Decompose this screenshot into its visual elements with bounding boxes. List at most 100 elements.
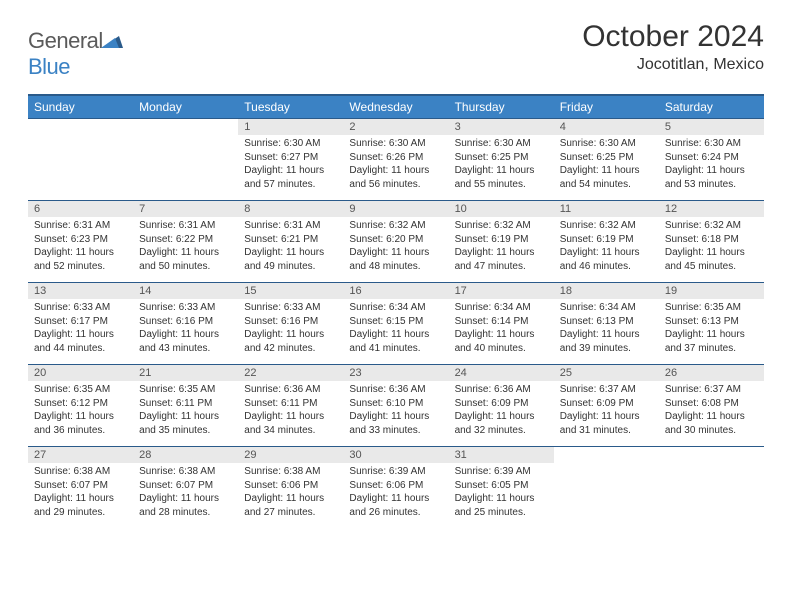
day-line-dl2: and 42 minutes. [244,342,337,356]
day-line-ss: Sunset: 6:11 PM [244,397,337,411]
day-line-dl2: and 25 minutes. [455,506,548,520]
calendar-day: 10Sunrise: 6:32 AMSunset: 6:19 PMDayligh… [449,201,554,283]
day-line-dl2: and 32 minutes. [455,424,548,438]
day-line-dl2: and 36 minutes. [34,424,127,438]
day-line-sr: Sunrise: 6:35 AM [139,383,232,397]
day-line-dl2: and 31 minutes. [560,424,653,438]
weekday-header: Sunday [28,95,133,119]
day-line-sr: Sunrise: 6:32 AM [665,219,758,233]
day-line-sr: Sunrise: 6:33 AM [34,301,127,315]
day-line-dl2: and 26 minutes. [349,506,442,520]
day-line-ss: Sunset: 6:07 PM [34,479,127,493]
day-line-dl1: Daylight: 11 hours [34,246,127,260]
calendar-day: 20Sunrise: 6:35 AMSunset: 6:12 PMDayligh… [28,365,133,447]
day-number: 5 [659,119,764,135]
day-line-dl1: Daylight: 11 hours [244,328,337,342]
calendar-day: 17Sunrise: 6:34 AMSunset: 6:14 PMDayligh… [449,283,554,365]
day-line-ss: Sunset: 6:13 PM [560,315,653,329]
day-number: 13 [28,283,133,299]
day-line-ss: Sunset: 6:07 PM [139,479,232,493]
day-number: 10 [449,201,554,217]
day-line-dl2: and 40 minutes. [455,342,548,356]
day-number: 23 [343,365,448,381]
day-number: 11 [554,201,659,217]
calendar-day: 22Sunrise: 6:36 AMSunset: 6:11 PMDayligh… [238,365,343,447]
day-number: 16 [343,283,448,299]
day-line-sr: Sunrise: 6:32 AM [455,219,548,233]
day-line-dl2: and 57 minutes. [244,178,337,192]
day-line-dl1: Daylight: 11 hours [244,164,337,178]
day-number: 4 [554,119,659,135]
day-line-ss: Sunset: 6:26 PM [349,151,442,165]
day-line-sr: Sunrise: 6:32 AM [560,219,653,233]
day-line-dl1: Daylight: 11 hours [665,410,758,424]
day-line-dl1: Daylight: 11 hours [244,410,337,424]
calendar-header: SundayMondayTuesdayWednesdayThursdayFrid… [28,95,764,119]
day-line-dl2: and 33 minutes. [349,424,442,438]
day-line-sr: Sunrise: 6:32 AM [349,219,442,233]
day-line-ss: Sunset: 6:10 PM [349,397,442,411]
day-line-sr: Sunrise: 6:38 AM [244,465,337,479]
title-block: October 2024 Jocotitlan, Mexico [582,20,764,74]
day-number: 1 [238,119,343,135]
calendar-week: 6Sunrise: 6:31 AMSunset: 6:23 PMDaylight… [28,201,764,283]
calendar-day: 14Sunrise: 6:33 AMSunset: 6:16 PMDayligh… [133,283,238,365]
calendar-day: 31Sunrise: 6:39 AMSunset: 6:05 PMDayligh… [449,447,554,529]
day-line-sr: Sunrise: 6:34 AM [560,301,653,315]
day-line-dl1: Daylight: 11 hours [560,328,653,342]
day-number: 28 [133,447,238,463]
day-line-dl1: Daylight: 11 hours [455,410,548,424]
day-number: 22 [238,365,343,381]
day-line-ss: Sunset: 6:22 PM [139,233,232,247]
calendar-day: 16Sunrise: 6:34 AMSunset: 6:15 PMDayligh… [343,283,448,365]
day-line-ss: Sunset: 6:09 PM [560,397,653,411]
day-line-dl1: Daylight: 11 hours [455,164,548,178]
day-line-dl2: and 48 minutes. [349,260,442,274]
day-line-sr: Sunrise: 6:31 AM [34,219,127,233]
day-data: Sunrise: 6:35 AMSunset: 6:11 PMDaylight:… [133,381,238,441]
calendar-week: 13Sunrise: 6:33 AMSunset: 6:17 PMDayligh… [28,283,764,365]
day-number: 26 [659,365,764,381]
day-line-ss: Sunset: 6:21 PM [244,233,337,247]
logo: General Blue [28,20,123,80]
calendar-blank [554,447,659,529]
calendar-day: 15Sunrise: 6:33 AMSunset: 6:16 PMDayligh… [238,283,343,365]
day-line-dl1: Daylight: 11 hours [349,492,442,506]
day-line-dl2: and 28 minutes. [139,506,232,520]
calendar-day: 8Sunrise: 6:31 AMSunset: 6:21 PMDaylight… [238,201,343,283]
day-line-ss: Sunset: 6:12 PM [34,397,127,411]
day-line-sr: Sunrise: 6:35 AM [34,383,127,397]
calendar-week: 1Sunrise: 6:30 AMSunset: 6:27 PMDaylight… [28,119,764,201]
weekday-header: Monday [133,95,238,119]
calendar-day: 27Sunrise: 6:38 AMSunset: 6:07 PMDayligh… [28,447,133,529]
day-number: 9 [343,201,448,217]
day-line-dl1: Daylight: 11 hours [665,328,758,342]
day-number: 30 [343,447,448,463]
day-number: 29 [238,447,343,463]
day-line-ss: Sunset: 6:06 PM [349,479,442,493]
calendar-day: 21Sunrise: 6:35 AMSunset: 6:11 PMDayligh… [133,365,238,447]
day-data: Sunrise: 6:31 AMSunset: 6:21 PMDaylight:… [238,217,343,277]
day-line-ss: Sunset: 6:19 PM [455,233,548,247]
day-line-ss: Sunset: 6:05 PM [455,479,548,493]
day-number: 14 [133,283,238,299]
day-data: Sunrise: 6:38 AMSunset: 6:07 PMDaylight:… [133,463,238,523]
day-line-dl1: Daylight: 11 hours [34,492,127,506]
day-line-dl1: Daylight: 11 hours [455,492,548,506]
day-line-dl1: Daylight: 11 hours [244,246,337,260]
day-number: 15 [238,283,343,299]
day-line-dl2: and 43 minutes. [139,342,232,356]
day-line-dl1: Daylight: 11 hours [665,164,758,178]
day-line-ss: Sunset: 6:09 PM [455,397,548,411]
logo-text-general: General [28,28,103,53]
calendar-day: 18Sunrise: 6:34 AMSunset: 6:13 PMDayligh… [554,283,659,365]
calendar-day: 28Sunrise: 6:38 AMSunset: 6:07 PMDayligh… [133,447,238,529]
day-line-sr: Sunrise: 6:36 AM [349,383,442,397]
day-line-ss: Sunset: 6:24 PM [665,151,758,165]
day-number: 21 [133,365,238,381]
day-line-dl2: and 37 minutes. [665,342,758,356]
calendar-day: 23Sunrise: 6:36 AMSunset: 6:10 PMDayligh… [343,365,448,447]
day-line-dl2: and 44 minutes. [34,342,127,356]
calendar-week: 20Sunrise: 6:35 AMSunset: 6:12 PMDayligh… [28,365,764,447]
day-data: Sunrise: 6:35 AMSunset: 6:13 PMDaylight:… [659,299,764,359]
